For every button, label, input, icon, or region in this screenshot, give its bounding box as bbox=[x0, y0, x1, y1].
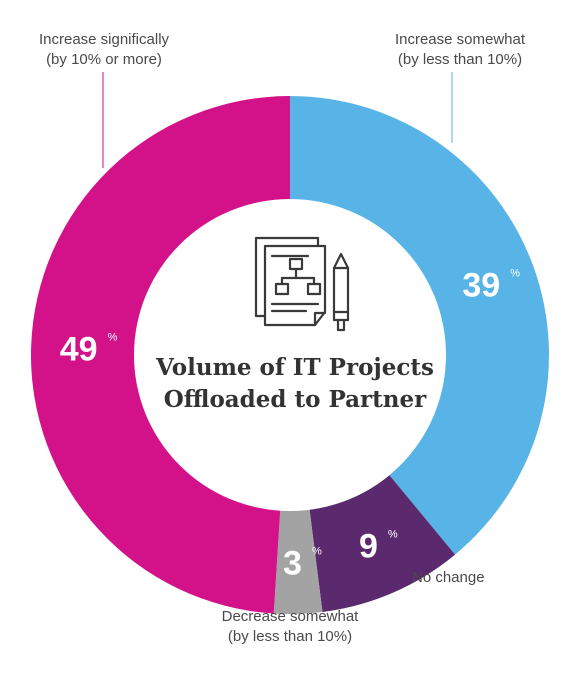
value-decrease-somewhat: 3 bbox=[283, 544, 302, 582]
chart-title: Volume of IT Projects Offloaded to Partn… bbox=[150, 352, 440, 416]
value-increase-significantly: 49 bbox=[60, 330, 98, 368]
percent-sign: % bbox=[510, 268, 520, 280]
value-no-change: 9 bbox=[359, 527, 378, 565]
document-flowchart-pencil-icon bbox=[254, 236, 350, 332]
percent-sign: % bbox=[388, 528, 398, 540]
value-increase-somewhat: 39 bbox=[462, 267, 500, 305]
label-line: No change bbox=[412, 569, 485, 586]
label-line: (by less than 10%) bbox=[227, 628, 353, 645]
value-labels: 39 % 9 % 3 % 49% bbox=[60, 267, 521, 583]
title-line: Volume of IT Projects bbox=[156, 354, 434, 381]
label-line: Increase somewhat bbox=[394, 31, 526, 48]
leader-lines bbox=[102, 72, 453, 168]
label-increase-somewhat: Increase somewhat (by less than 10%) bbox=[370, 30, 550, 70]
label-decrease-somewhat: Decrease somewhat (by less than 10%) bbox=[190, 607, 390, 647]
label-line: (by less than 10%) bbox=[397, 51, 523, 68]
label-line: Increase significally bbox=[38, 31, 170, 48]
label-line: Decrease somewhat bbox=[221, 608, 359, 625]
percent-sign: % bbox=[108, 331, 118, 343]
label-no-change: No change bbox=[412, 568, 522, 588]
percent-sign: % bbox=[312, 545, 322, 557]
title-line: Offloaded to Partner bbox=[163, 386, 427, 413]
label-increase-significantly: Increase significally (by 10% or more) bbox=[24, 30, 184, 70]
donut-hole bbox=[134, 199, 446, 511]
label-line: (by 10% or more) bbox=[46, 51, 162, 68]
